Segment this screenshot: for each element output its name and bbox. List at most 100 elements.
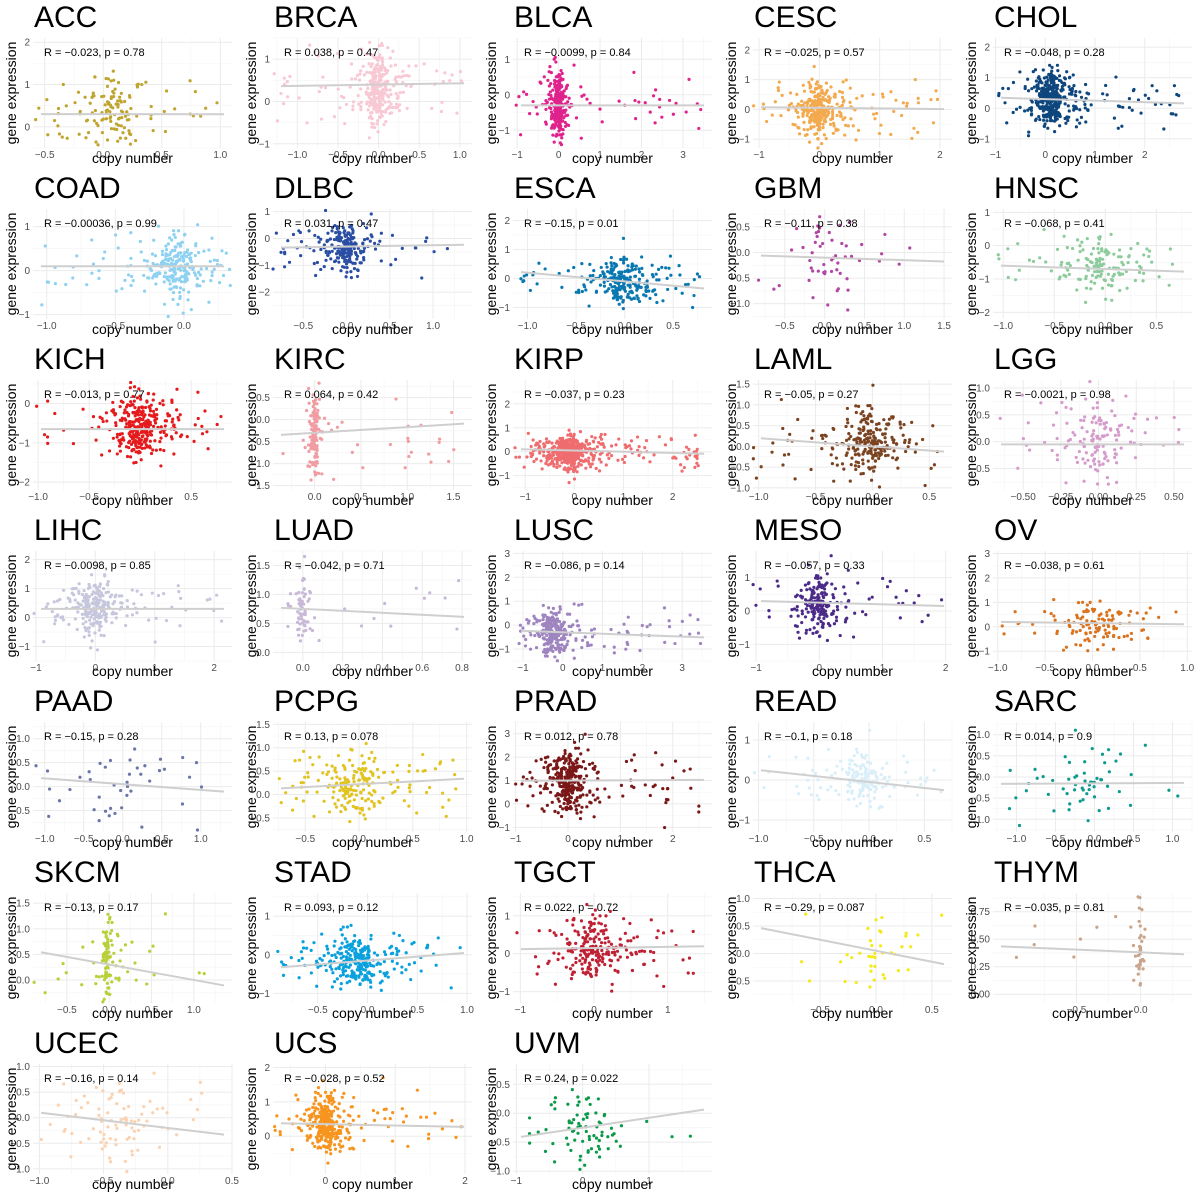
data-point [128,386,132,390]
data-point [1022,109,1027,113]
data-point [118,404,122,409]
data-point [166,412,170,416]
data-point [1084,120,1088,124]
data-point [1100,286,1105,290]
data-point [70,591,74,595]
data-point [152,238,156,242]
data-point [857,453,861,457]
data-point [813,240,817,245]
data-point [777,80,781,84]
x-tick-label: 1.5 [937,321,951,332]
data-point [387,95,391,99]
data-point [645,279,649,283]
data-point [559,68,563,73]
data-point [82,635,86,639]
data-point [435,69,439,73]
y-tick-label: −1 [499,303,511,314]
data-point [578,429,583,434]
data-point [653,121,657,125]
data-point [1153,102,1158,106]
data-point [674,286,678,291]
data-point [693,433,697,437]
data-point [1095,448,1099,452]
data-point [1126,261,1130,265]
data-point [71,441,76,446]
data-point [388,111,392,116]
x-tick-label: −0.5 [35,150,55,161]
data-point [1042,88,1047,92]
x-axis-label: copy number [1052,492,1133,508]
data-point [169,435,174,439]
data-point [374,109,379,113]
data-point [183,268,187,272]
data-point [870,466,874,470]
data-point [356,246,360,250]
data-point [455,111,459,115]
data-point [1081,457,1085,461]
data-point [367,104,372,108]
data-point [637,277,642,281]
data-point [648,110,652,114]
data-point [788,432,792,437]
data-point [120,601,124,605]
data-point [391,49,395,53]
y-tick-label: 0 [984,104,990,115]
data-point [1092,281,1097,285]
data-point [82,589,86,593]
y-tick-label: −1.0 [730,299,750,310]
data-point [79,603,83,607]
data-point [1083,82,1088,87]
data-point [42,640,46,644]
data-point [809,266,813,270]
data-point [584,438,589,442]
y-tick-label: 0.5 [256,393,270,404]
data-point [1142,253,1146,257]
data-point [551,453,556,457]
x-axis-label: copy number [572,492,653,508]
data-point [332,115,337,119]
data-point [314,437,318,441]
data-point [208,259,212,263]
data-point [1143,431,1147,435]
data-point [160,252,165,257]
data-point [554,450,558,454]
y-tick-label: 0 [984,241,990,252]
data-point [1053,116,1057,120]
data-point [695,447,699,451]
data-point [385,88,389,92]
data-point [121,131,125,135]
data-point [172,452,176,456]
data-point [1053,90,1057,94]
data-point [1017,268,1021,272]
data-point [383,69,387,73]
data-point [342,95,346,100]
data-point [780,93,784,97]
data-point [57,132,62,136]
x-tick-label: 1.5 [447,492,461,503]
data-point [1076,258,1080,262]
x-tick-label: 2 [670,492,676,503]
data-point [553,456,558,461]
data-point [341,256,345,260]
data-point [1068,75,1072,79]
y-tick-label: 0.0 [736,442,750,453]
data-point [80,592,85,597]
data-point [139,397,143,401]
x-tick-label: 0.4 [375,663,389,674]
data-point [98,594,102,599]
data-point [1105,476,1109,480]
data-point [138,239,142,244]
y-axis-label: gene expression [243,555,259,658]
data-point [929,466,933,471]
data-point [1042,106,1047,111]
data-point [611,267,615,271]
data-point [191,267,195,272]
x-tick-label: −0.5 [79,492,99,503]
data-point [1106,272,1111,276]
data-point [128,430,132,434]
data-point [1089,287,1093,291]
data-point [336,87,340,91]
data-point [100,609,104,613]
data-point [1145,247,1149,251]
data-point [178,257,182,261]
